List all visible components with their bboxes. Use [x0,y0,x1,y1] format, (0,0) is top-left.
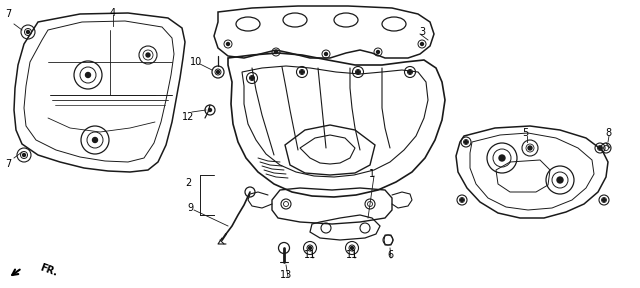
Circle shape [351,247,353,249]
Circle shape [308,247,312,249]
Text: 1: 1 [369,169,375,179]
Circle shape [93,137,97,143]
Circle shape [602,198,605,202]
Text: 8: 8 [605,128,611,138]
Circle shape [376,50,380,54]
Circle shape [465,141,467,143]
Circle shape [598,147,602,149]
Circle shape [86,73,90,77]
Text: 10: 10 [190,57,202,67]
Circle shape [26,31,29,33]
Text: 4: 4 [110,8,116,18]
Circle shape [22,154,26,156]
Circle shape [528,146,532,150]
Circle shape [461,198,463,202]
Text: 11: 11 [304,250,316,260]
Text: 11: 11 [346,250,358,260]
Circle shape [227,43,230,46]
Text: 5: 5 [522,128,528,138]
Circle shape [420,43,424,46]
Circle shape [250,77,253,79]
Circle shape [209,109,211,111]
Text: 7: 7 [5,9,11,19]
Text: 13: 13 [280,270,292,280]
Circle shape [324,52,328,56]
Text: 9: 9 [187,203,193,213]
Circle shape [557,177,563,183]
Text: 7: 7 [5,159,11,169]
Text: FR.: FR. [38,262,58,278]
Circle shape [356,71,360,73]
Text: 6: 6 [387,250,393,260]
Circle shape [499,155,505,161]
Circle shape [301,71,303,73]
Circle shape [275,50,278,54]
Text: 2: 2 [185,178,191,188]
Circle shape [216,71,220,73]
Text: 3: 3 [419,27,425,37]
Circle shape [146,53,150,57]
Circle shape [408,71,412,73]
Text: 12: 12 [182,112,194,122]
